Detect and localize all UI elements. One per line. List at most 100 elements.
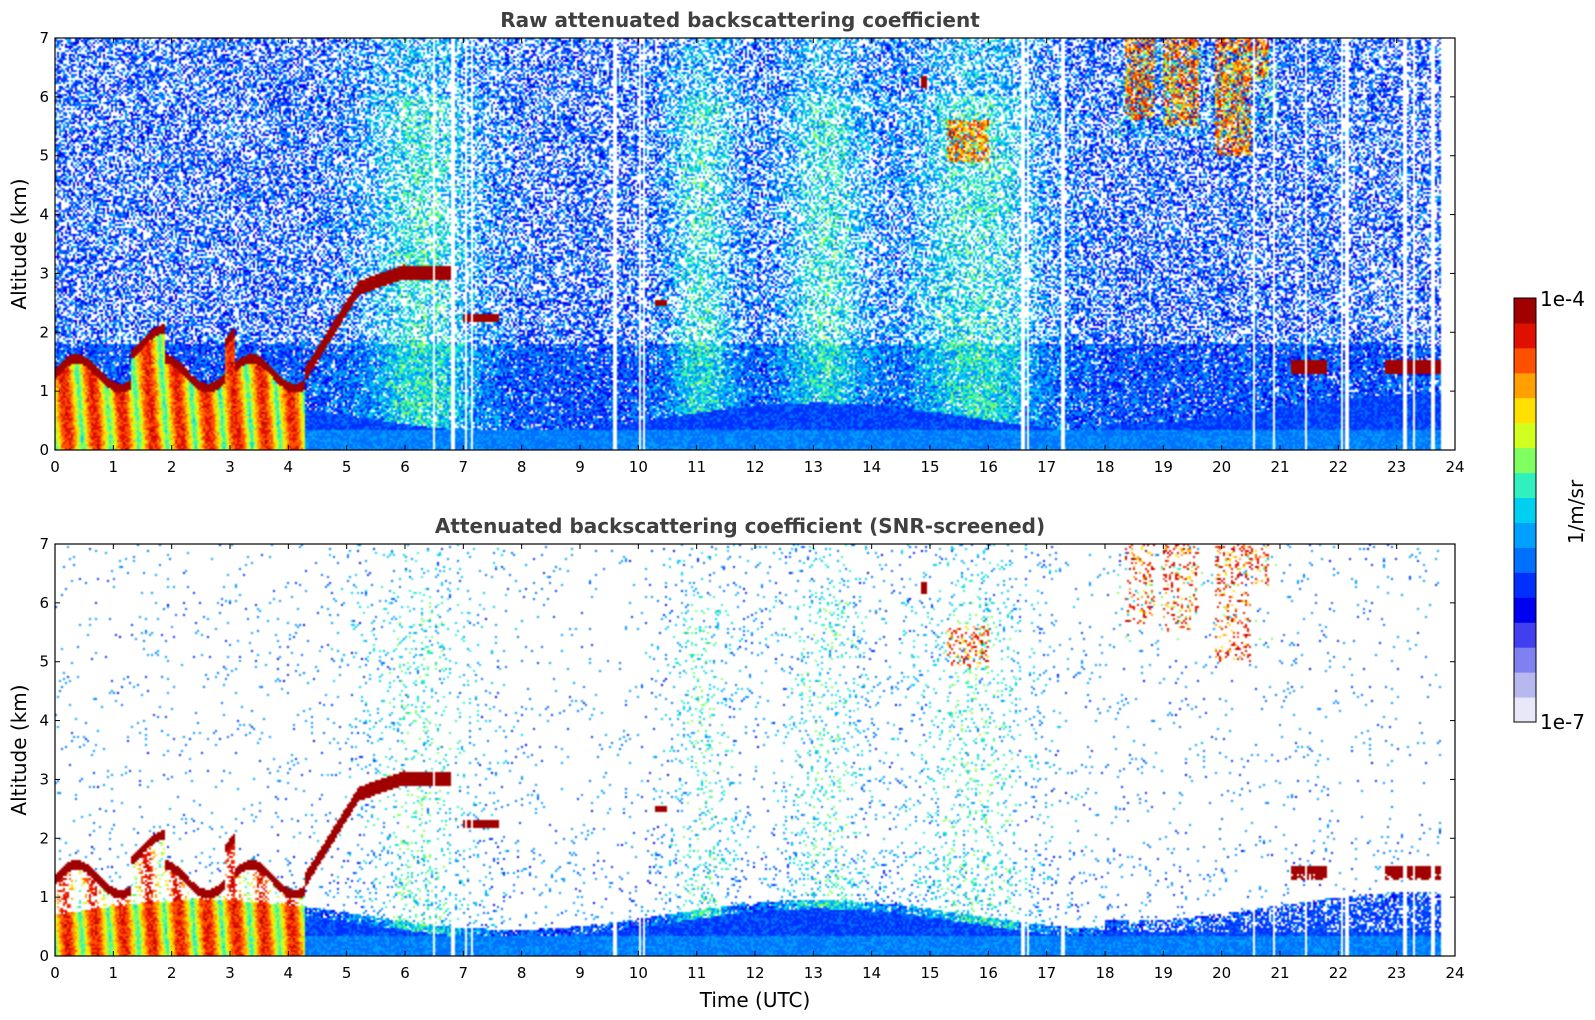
x-tick-label: 8	[517, 458, 527, 476]
x-tick-label: 8	[517, 964, 527, 982]
y-axis-screened: 0 1 2 3 4 5 6 7	[39, 535, 1455, 965]
x-tick-label: 9	[575, 458, 585, 476]
x-tick-label: 2	[167, 458, 177, 476]
x-tick-label: 7	[459, 964, 469, 982]
colorbar-swatch	[1514, 472, 1536, 499]
y-tick-label: 6	[39, 594, 49, 612]
x-tick-label: 21	[1270, 458, 1289, 476]
x-tick-label: 24	[1445, 458, 1464, 476]
colorbar-swatch	[1514, 497, 1536, 523]
x-tick-label: 5	[342, 964, 352, 982]
colorbar-gradient	[1514, 298, 1536, 723]
x-tick-label: 13	[804, 964, 823, 982]
x-tick-label: 14	[862, 458, 881, 476]
x-tick-label: 1	[109, 964, 119, 982]
colorbar-swatch	[1514, 372, 1536, 399]
colorbar-swatch	[1514, 547, 1536, 573]
colorbar-unit-label: 1/m/sr	[1564, 479, 1588, 544]
colorbar-swatch	[1514, 322, 1536, 349]
heatmap-image-screened	[55, 544, 1455, 956]
y-axis-label-raw: Altitude (km)	[7, 178, 31, 309]
x-tick-label: 16	[979, 458, 998, 476]
y-tick-label: 5	[39, 653, 49, 671]
colorbar-swatch	[1514, 672, 1536, 698]
y-tick-label: 0	[39, 947, 49, 965]
colorbar-swatch	[1514, 572, 1536, 598]
colorbar-swatch	[1514, 697, 1536, 723]
x-tick-label: 6	[400, 964, 410, 982]
x-tick-label: 17	[1037, 964, 1056, 982]
colorbar-swatch	[1514, 622, 1536, 648]
x-tick-label: 19	[1154, 458, 1173, 476]
heatmap-screened	[55, 544, 1455, 956]
x-tick-label: 14	[862, 964, 881, 982]
y-tick-label: 0	[39, 441, 49, 459]
colorbar: 1e-4 1e-7 1/m/sr	[1513, 287, 1588, 734]
heatmap-raw	[55, 38, 1455, 450]
x-tick-label: 4	[284, 458, 294, 476]
colorbar-swatch	[1514, 522, 1536, 548]
y-axis-label-screened: Altitude (km)	[7, 684, 31, 815]
x-tick-label: 23	[1387, 458, 1406, 476]
x-tick-label: 10	[629, 964, 648, 982]
y-tick-label: 4	[39, 712, 49, 730]
x-tick-label: 6	[400, 458, 410, 476]
x-tick-label: 4	[284, 964, 294, 982]
x-axis-screened: 0 1 2 3 4 5 6 7 8 9 10 11 12 13 14 15 16 17 18 19 20 21 22 23 24	[50, 544, 1465, 982]
x-tick-label: 20	[1212, 458, 1231, 476]
y-tick-label: 2	[39, 323, 49, 341]
x-tick-label: 2	[167, 964, 177, 982]
colorbar-swatch	[1514, 447, 1536, 474]
x-tick-label: 18	[1095, 458, 1114, 476]
heatmap-image-raw	[55, 38, 1455, 450]
panel-title-screened: Attenuated backscattering coefficient (S…	[435, 514, 1045, 538]
y-tick-label: 6	[39, 88, 49, 106]
panel-title-raw: Raw attenuated backscattering coefficien…	[500, 8, 980, 32]
x-tick-label: 22	[1329, 458, 1348, 476]
x-tick-label: 11	[687, 458, 706, 476]
y-tick-label: 1	[39, 888, 49, 906]
colorbar-swatch	[1514, 422, 1536, 449]
y-tick-label: 7	[39, 535, 49, 553]
x-tick-label: 1	[109, 458, 119, 476]
colorbar-swatch	[1514, 347, 1536, 374]
x-tick-label: 23	[1387, 964, 1406, 982]
colorbar-swatch	[1514, 298, 1536, 324]
x-tick-label: 22	[1329, 964, 1348, 982]
panel-raw: Raw attenuated backscattering coefficien…	[7, 8, 1465, 476]
x-tick-label: 11	[687, 964, 706, 982]
colorbar-swatch	[1514, 597, 1536, 623]
x-tick-label: 3	[225, 964, 235, 982]
colorbar-max-label: 1e-4	[1540, 287, 1585, 311]
y-axis-raw: 0 1 2 3 4 5 6 7	[39, 29, 1455, 459]
x-tick-label: 24	[1445, 964, 1464, 982]
colorbar-swatch	[1514, 397, 1536, 424]
y-tick-label: 4	[39, 206, 49, 224]
x-tick-label: 15	[920, 964, 939, 982]
y-tick-label: 3	[39, 770, 49, 788]
x-tick-label: 12	[745, 458, 764, 476]
x-tick-label: 18	[1095, 964, 1114, 982]
colorbar-min-label: 1e-7	[1540, 710, 1585, 734]
x-axis-label: Time (UTC)	[699, 988, 811, 1012]
x-axis-raw: 0 1 2 3 4 5 6 7 8 9 10 11 12 13 14 15 16 17 18 19 20 21 22 23 24	[50, 38, 1465, 476]
y-tick-label: 1	[39, 382, 49, 400]
x-tick-label: 13	[804, 458, 823, 476]
x-tick-label: 21	[1270, 964, 1289, 982]
x-tick-label: 12	[745, 964, 764, 982]
x-tick-label: 16	[979, 964, 998, 982]
y-tick-label: 5	[39, 147, 49, 165]
y-tick-label: 7	[39, 29, 49, 47]
x-tick-label: 19	[1154, 964, 1173, 982]
colorbar-swatch	[1514, 647, 1536, 673]
x-tick-label: 0	[50, 458, 60, 476]
x-tick-label: 5	[342, 458, 352, 476]
x-tick-label: 15	[920, 458, 939, 476]
panel-screened: Attenuated backscattering coefficient (S…	[7, 514, 1465, 1012]
x-tick-label: 10	[629, 458, 648, 476]
x-tick-label: 20	[1212, 964, 1231, 982]
x-tick-label: 3	[225, 458, 235, 476]
x-tick-label: 9	[575, 964, 585, 982]
y-tick-label: 2	[39, 829, 49, 847]
